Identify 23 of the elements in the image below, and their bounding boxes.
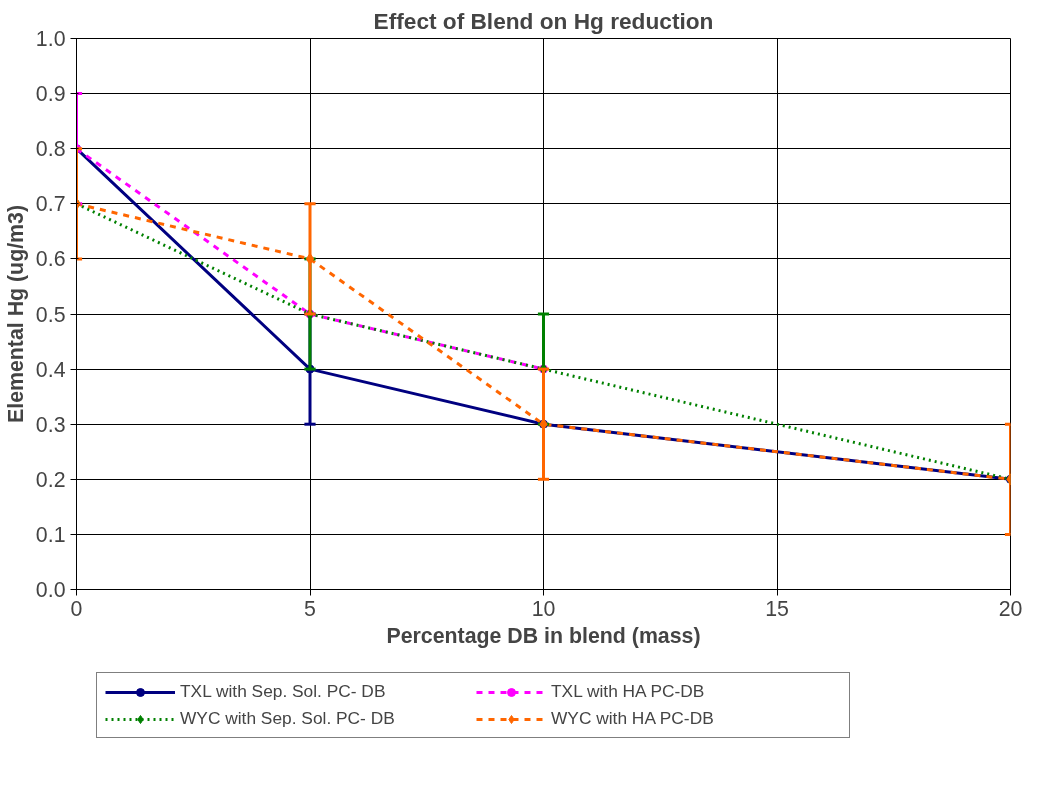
y-tick-label: 0.0 [35,578,66,602]
x-tick-label: 15 [765,596,789,621]
y-tick-label: 0.1 [35,522,66,547]
x-tick-label: 10 [531,596,556,621]
legend-label: WYC with HA PC-DB [551,708,715,729]
y-tick-label: 0.2 [35,467,66,492]
x-tick-label: 0 [70,596,83,621]
chart-title: Effect of Blend on Hg reduction [373,7,714,34]
legend-label: TXL with Sep. Sol. PC- DB [180,681,387,702]
y-tick-label: 0.9 [35,82,66,107]
y-tick-label: 0.5 [35,302,66,327]
y-tick-label: 0.6 [35,247,66,272]
y-tick-label: 0.8 [35,137,66,162]
x-axis-title: Percentage DB in blend (mass) [386,623,701,648]
x-tick-label: 20 [998,596,1023,621]
y-tick-label: 0.4 [35,357,66,382]
y-axis-title: Elemental Hg (ug/m3) [3,204,28,424]
y-tick-label: 0.3 [35,412,66,437]
x-tick-label: 5 [304,596,316,621]
y-tick-label: 1.0 [35,27,66,51]
legend-label: TXL with HA PC-DB [551,681,706,702]
y-tick-label: 0.7 [35,192,66,217]
legend-label: WYC with Sep. Sol. PC- DB [180,708,396,729]
